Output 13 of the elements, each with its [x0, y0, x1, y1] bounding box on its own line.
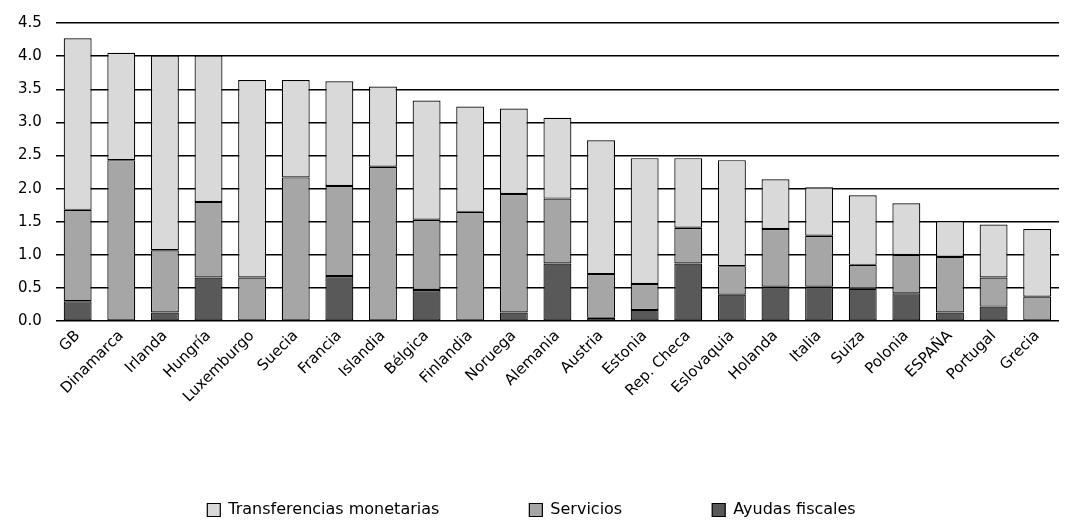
y-tick-label: 2.5	[18, 145, 42, 164]
legend-label: Transferencias monetarias	[227, 499, 440, 519]
y-tick-label: 0.0	[18, 311, 42, 330]
y-tick-label: 4.0	[18, 46, 42, 65]
y-tick-label: 2.0	[18, 178, 42, 197]
y-tick-label: 4.5	[18, 12, 42, 31]
y-tick-label: 3.0	[18, 112, 42, 131]
y-tick-label: 0.5	[18, 277, 42, 296]
legend-label: Ayudas fiscales	[733, 499, 856, 519]
y-tick-label: 1.5	[18, 211, 42, 230]
y-tick-label: 3.5	[18, 79, 42, 98]
y-tick-label: 1.0	[18, 244, 42, 263]
legend-label: Servicios	[550, 499, 623, 519]
